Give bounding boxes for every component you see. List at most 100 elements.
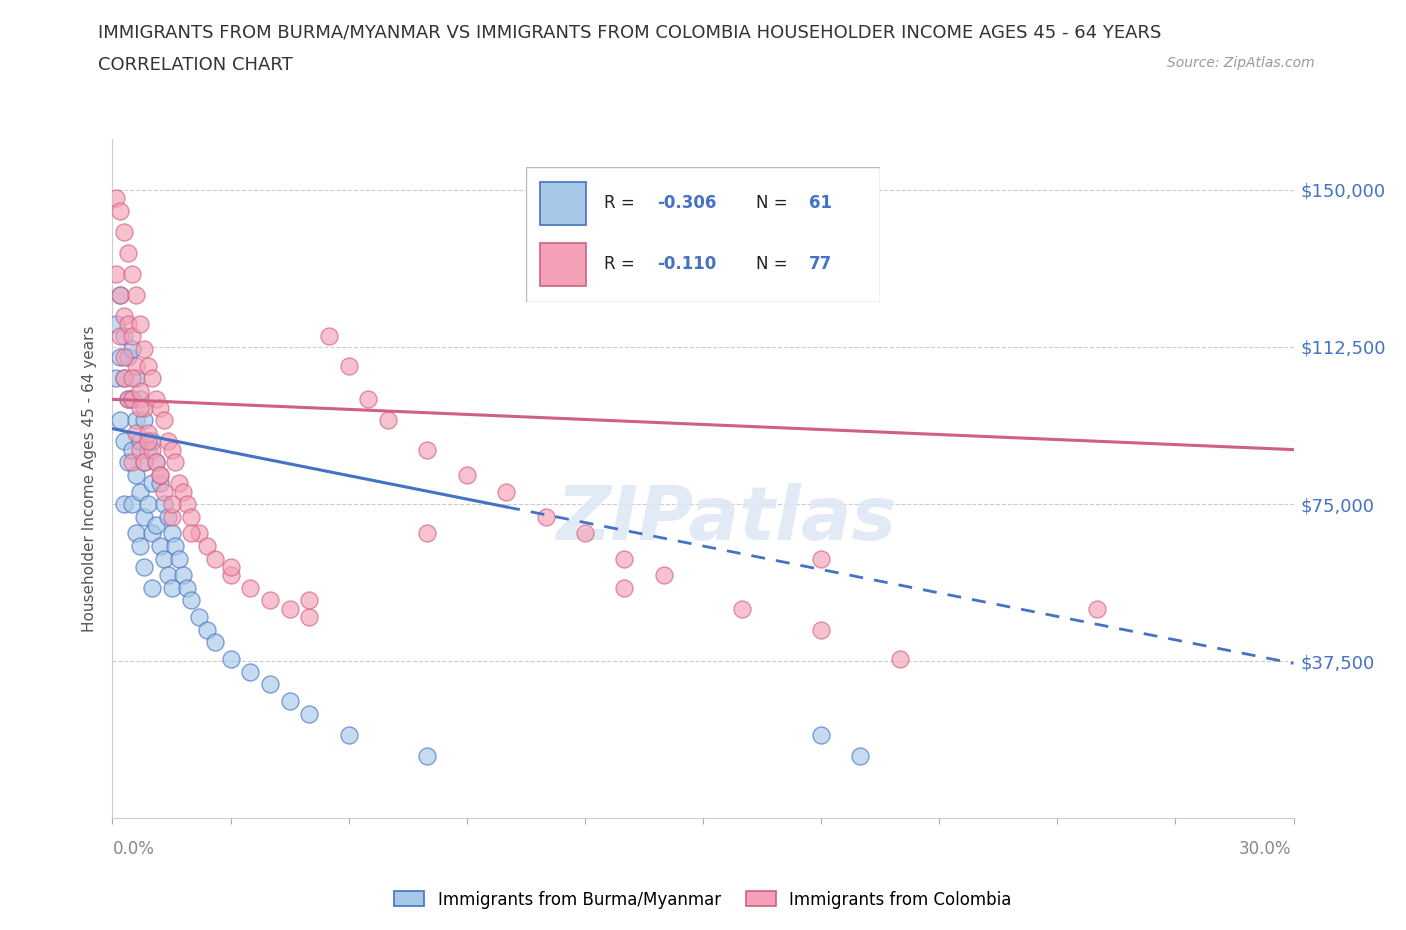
Point <box>810 727 832 742</box>
Point <box>129 538 152 553</box>
Point <box>112 350 135 365</box>
Point <box>112 224 135 239</box>
Point <box>188 526 211 541</box>
Point <box>132 341 155 356</box>
Point <box>149 476 172 491</box>
Point <box>141 526 163 541</box>
Point <box>129 400 152 415</box>
Point <box>160 510 183 525</box>
Point <box>278 602 301 617</box>
Point <box>141 442 163 457</box>
Point <box>129 485 152 499</box>
Point <box>188 610 211 625</box>
Point <box>141 476 163 491</box>
Point <box>731 602 754 617</box>
Point <box>204 635 226 650</box>
Point <box>160 580 183 595</box>
Point <box>219 568 242 583</box>
Point <box>176 580 198 595</box>
Point <box>165 538 187 553</box>
Point <box>125 526 148 541</box>
Point <box>180 510 202 525</box>
Point <box>117 392 139 406</box>
Text: Source: ZipAtlas.com: Source: ZipAtlas.com <box>1167 56 1315 70</box>
Point <box>416 526 439 541</box>
Point <box>145 518 167 533</box>
Point <box>195 538 218 553</box>
Point <box>121 329 143 344</box>
Point <box>125 371 148 386</box>
Point <box>129 316 152 331</box>
Point <box>156 568 179 583</box>
Point <box>204 551 226 566</box>
Point <box>456 467 478 482</box>
Point <box>121 266 143 281</box>
Point <box>160 497 183 512</box>
Point <box>132 560 155 575</box>
Text: 0.0%: 0.0% <box>112 840 155 857</box>
Legend: Immigrants from Burma/Myanmar, Immigrants from Colombia: Immigrants from Burma/Myanmar, Immigrant… <box>388 884 1018 915</box>
Point <box>112 308 135 323</box>
Point <box>121 392 143 406</box>
Point <box>112 371 135 386</box>
Point <box>141 371 163 386</box>
Point <box>259 677 281 692</box>
Point <box>152 551 174 566</box>
Point <box>125 467 148 482</box>
Point <box>495 485 517 499</box>
Text: IMMIGRANTS FROM BURMA/MYANMAR VS IMMIGRANTS FROM COLOMBIA HOUSEHOLDER INCOME AGE: IMMIGRANTS FROM BURMA/MYANMAR VS IMMIGRA… <box>98 23 1161 41</box>
Point <box>149 538 172 553</box>
Point <box>149 467 172 482</box>
Text: 30.0%: 30.0% <box>1239 840 1291 857</box>
Point <box>105 316 128 331</box>
Point <box>219 652 242 667</box>
Point <box>110 287 132 302</box>
Point <box>145 455 167 470</box>
Point <box>152 485 174 499</box>
Point <box>574 526 596 541</box>
Point <box>105 266 128 281</box>
Point <box>239 580 262 595</box>
Point <box>889 652 911 667</box>
Point <box>337 727 360 742</box>
Point <box>105 371 128 386</box>
Point <box>132 400 155 415</box>
Text: CORRELATION CHART: CORRELATION CHART <box>98 56 294 73</box>
Point <box>112 433 135 448</box>
Point <box>112 329 135 344</box>
Point <box>112 497 135 512</box>
Point <box>136 497 159 512</box>
Point <box>141 433 163 448</box>
Point <box>298 706 321 721</box>
Point <box>259 593 281 608</box>
Point <box>149 400 172 415</box>
Point <box>239 664 262 679</box>
Point <box>195 622 218 637</box>
Point <box>136 433 159 448</box>
Point <box>129 392 152 406</box>
Point <box>121 442 143 457</box>
Point <box>132 413 155 428</box>
Point <box>165 455 187 470</box>
Text: ZIPatlas: ZIPatlas <box>557 484 897 556</box>
Point <box>117 455 139 470</box>
Point <box>145 455 167 470</box>
Point <box>105 191 128 206</box>
Point <box>125 358 148 373</box>
Point <box>149 467 172 482</box>
Point <box>169 551 191 566</box>
Y-axis label: Householder Income Ages 45 - 64 years: Householder Income Ages 45 - 64 years <box>82 326 97 632</box>
Point <box>377 413 399 428</box>
Point <box>298 593 321 608</box>
Point <box>152 497 174 512</box>
Point <box>132 455 155 470</box>
Point <box>219 560 242 575</box>
Point <box>180 593 202 608</box>
Point <box>110 204 132 219</box>
Point <box>849 748 872 763</box>
Point <box>112 371 135 386</box>
Point <box>117 316 139 331</box>
Point <box>160 442 183 457</box>
Point <box>810 551 832 566</box>
Point <box>534 510 557 525</box>
